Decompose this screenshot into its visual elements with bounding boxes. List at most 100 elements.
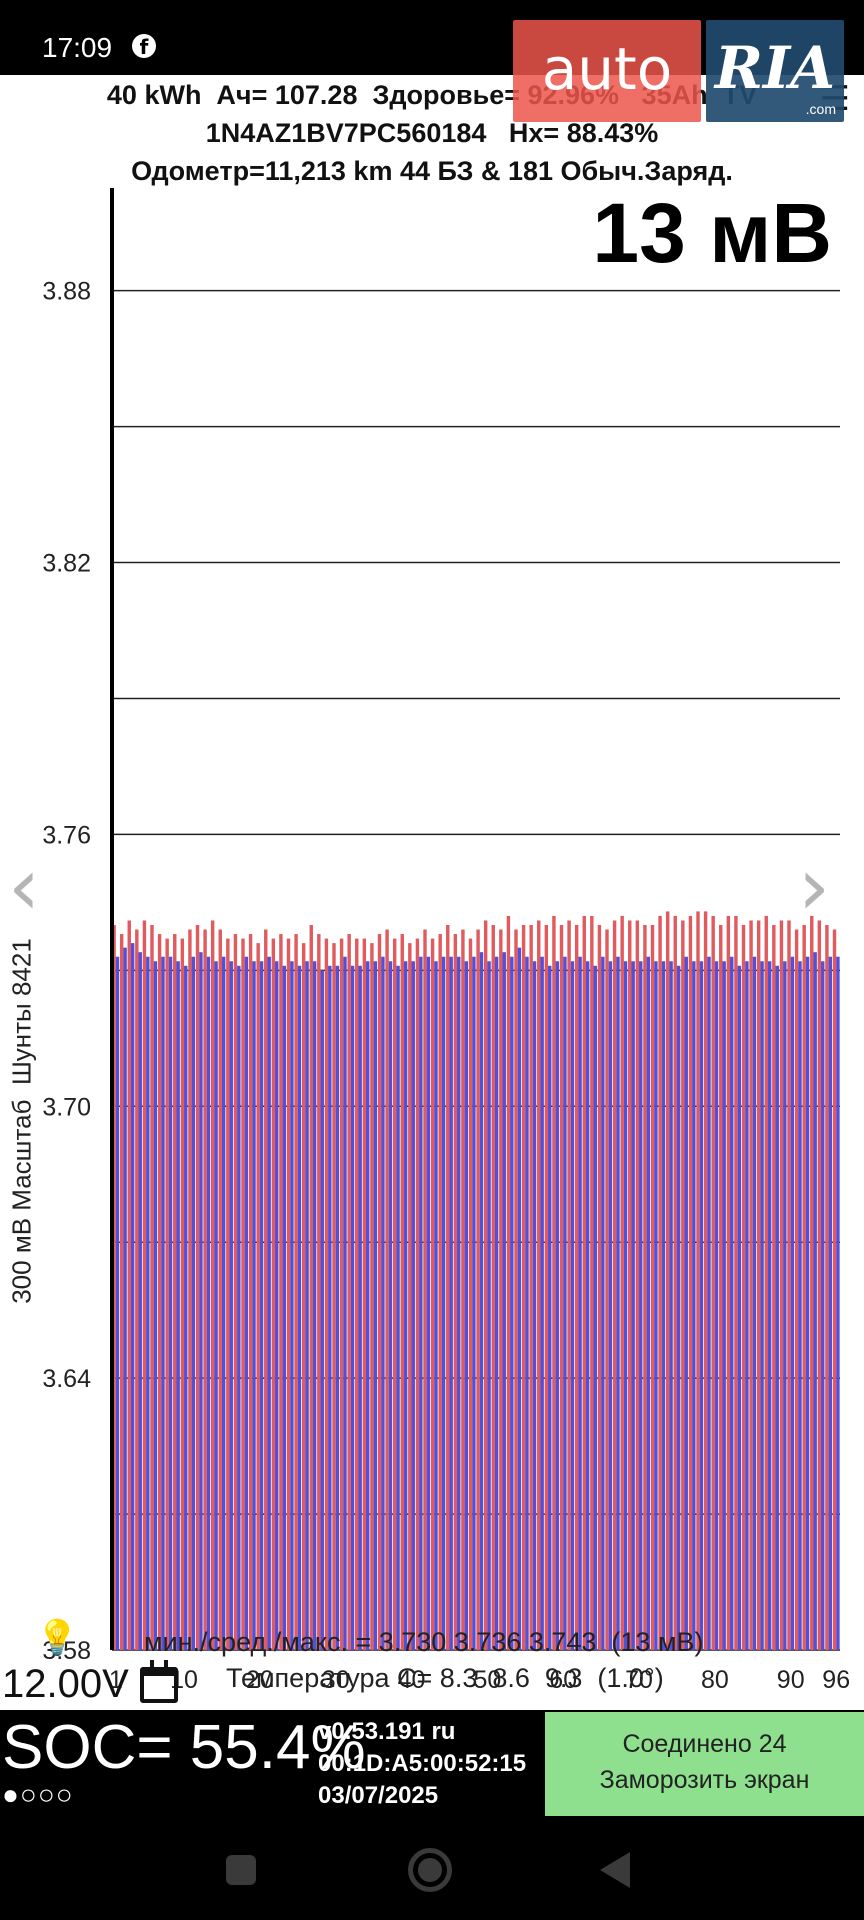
bar-blue-cell-95 xyxy=(828,956,833,1650)
bar-red-cell-56 xyxy=(529,925,533,1650)
bar-red-cell-30 xyxy=(332,943,336,1650)
bar-blue-cell-88 xyxy=(775,965,779,1650)
bar-red-cell-91 xyxy=(794,929,799,1650)
bar-red-cell-58 xyxy=(544,925,549,1650)
bar-blue-cell-86 xyxy=(760,961,764,1650)
bar-red-cell-31 xyxy=(339,938,344,1650)
bar-blue-cell-28 xyxy=(320,970,324,1650)
x-tick-label: 70 xyxy=(625,1666,653,1694)
x-tick-label: 30 xyxy=(322,1666,350,1694)
bar-blue-cell-42 xyxy=(426,956,431,1650)
aux-battery-voltage: 12.00V xyxy=(2,1662,129,1706)
odometer-line: Одометр=11,213 km 44 БЗ & 181 Обыч.Заряд… xyxy=(131,156,733,186)
bar-blue-cell-22 xyxy=(275,961,279,1650)
bar-blue-cell-65 xyxy=(601,956,605,1650)
bar-blue-cell-18 xyxy=(244,956,249,1650)
bar-blue-cell-81 xyxy=(722,961,726,1650)
bar-red-cell-78 xyxy=(696,911,700,1650)
bar-blue-cell-78 xyxy=(699,961,704,1650)
watermark-ria-text: RIA xyxy=(714,34,836,102)
bar-blue-cell-70 xyxy=(639,961,643,1650)
bar-red-cell-34 xyxy=(362,938,367,1650)
bar-red-cell-64 xyxy=(590,915,594,1650)
bar-blue-cell-26 xyxy=(305,961,309,1650)
bar-blue-cell-53 xyxy=(510,956,514,1650)
cell-voltage-chart[interactable]: 3.583.643.703.763.823.881 10 20 30 40 50 60 70 8… xyxy=(0,150,864,1710)
y-tick-label: 3.82 xyxy=(42,550,91,578)
bar-red-cell-61 xyxy=(567,920,571,1650)
bar-red-cell-42 xyxy=(423,929,427,1650)
bar-blue-cell-16 xyxy=(229,961,233,1650)
vin-line: 1N4AZ1BV7PC560184 Hx= 88.43% xyxy=(205,118,659,148)
bar-red-cell-6 xyxy=(150,925,154,1650)
facebook-icon: f xyxy=(132,34,156,59)
x-tick-label: 90 xyxy=(777,1666,805,1694)
connection-freeze-button[interactable]: Соединено 24 Заморозить экран xyxy=(545,1712,864,1816)
bar-blue-cell-94 xyxy=(821,961,825,1650)
bar-red-cell-17 xyxy=(233,934,238,1650)
bar-red-cell-4 xyxy=(135,929,139,1650)
bar-red-cell-1 xyxy=(112,925,116,1650)
bar-red-cell-2 xyxy=(119,934,124,1650)
lightbulb-icon[interactable]: 💡 xyxy=(36,1618,79,1658)
bar-red-cell-84 xyxy=(741,925,746,1650)
bar-blue-cell-27 xyxy=(312,961,317,1650)
bar-red-cell-74 xyxy=(665,911,670,1650)
bar-blue-cell-73 xyxy=(661,961,666,1650)
bar-red-cell-40 xyxy=(408,943,412,1650)
x-tick-label: 20 xyxy=(246,1666,274,1694)
bar-red-cell-59 xyxy=(552,915,556,1650)
bar-blue-cell-68 xyxy=(623,961,628,1650)
bar-red-cell-65 xyxy=(597,925,602,1650)
bar-red-cell-47 xyxy=(461,929,465,1650)
bar-blue-cell-85 xyxy=(752,956,757,1650)
bar-red-cell-11 xyxy=(188,929,192,1650)
bar-red-cell-69 xyxy=(628,920,632,1650)
bar-blue-cell-54 xyxy=(517,947,522,1650)
bar-blue-cell-69 xyxy=(631,961,635,1650)
bar-red-cell-89 xyxy=(779,920,784,1650)
bar-blue-cell-46 xyxy=(457,956,461,1650)
bar-red-cell-43 xyxy=(430,938,435,1650)
calendar-icon[interactable] xyxy=(140,1660,178,1703)
freeze-screen-label: Заморозить экран xyxy=(599,1766,810,1794)
status-time: 17:09 xyxy=(42,32,113,63)
bar-red-cell-33 xyxy=(355,938,359,1650)
bar-blue-cell-3 xyxy=(130,943,135,1650)
x-tick-label: 80 xyxy=(701,1666,729,1694)
bar-blue-cell-87 xyxy=(767,961,772,1650)
bar-red-cell-63 xyxy=(582,915,586,1650)
bar-blue-cell-92 xyxy=(805,956,810,1650)
bar-red-cell-13 xyxy=(203,929,207,1650)
current-date: 03/07/2025 xyxy=(318,1782,439,1809)
y-tick-label: 3.88 xyxy=(42,278,91,306)
bar-red-cell-15 xyxy=(218,929,222,1650)
x-tick-label: 1 xyxy=(109,1666,123,1694)
bar-blue-cell-13 xyxy=(206,956,211,1650)
bar-red-cell-21 xyxy=(264,929,268,1650)
soc-page-dots: ●○○○ xyxy=(2,1779,74,1810)
bar-blue-cell-96 xyxy=(836,956,840,1650)
bar-red-cell-50 xyxy=(483,920,488,1650)
bar-blue-cell-77 xyxy=(692,961,696,1650)
y-tick-label: 3.70 xyxy=(42,1093,91,1121)
bar-red-cell-45 xyxy=(446,925,450,1650)
bar-red-cell-79 xyxy=(703,911,708,1650)
bar-blue-cell-84 xyxy=(745,961,749,1650)
back-icon[interactable] xyxy=(600,1852,630,1888)
home-icon[interactable] xyxy=(408,1848,452,1892)
bar-blue-cell-56 xyxy=(532,961,537,1650)
bar-blue-cell-6 xyxy=(153,961,158,1650)
home-icon-center[interactable] xyxy=(418,1858,442,1882)
x-tick-label: 40 xyxy=(398,1666,426,1694)
soc-readout: SOC= 55.4% xyxy=(2,1713,366,1782)
bar-blue-cell-31 xyxy=(343,956,347,1650)
bar-blue-cell-71 xyxy=(646,956,651,1650)
prev-screen-arrow-icon[interactable]: ‹ xyxy=(8,840,40,933)
bar-red-cell-25 xyxy=(294,934,298,1650)
next-screen-arrow-icon[interactable]: › xyxy=(798,840,830,933)
bar-blue-cell-76 xyxy=(684,956,688,1650)
app-version: v0.53.191 ru xyxy=(318,1718,456,1745)
bar-blue-cell-89 xyxy=(783,961,787,1650)
recents-icon[interactable] xyxy=(226,1855,256,1885)
